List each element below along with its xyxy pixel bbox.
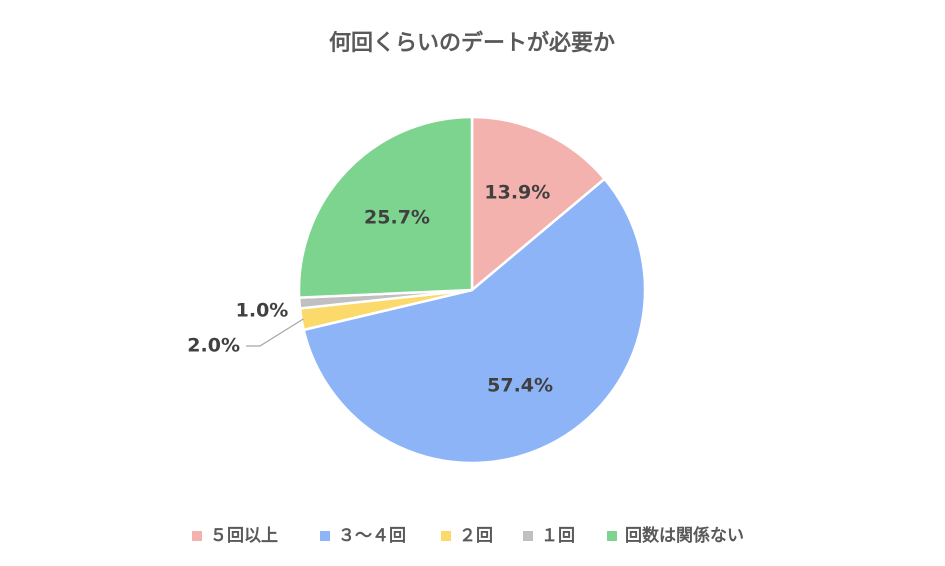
data-label-4: 1.0% bbox=[236, 300, 289, 322]
legend: ５回以上 ３～４回 ２回 １回 回数は関係ない bbox=[192, 525, 744, 546]
legend-label-3: ２回 bbox=[459, 526, 493, 546]
legend-swatch-5 bbox=[607, 531, 617, 541]
data-label-2: 57.4% bbox=[487, 374, 553, 396]
legend-label-2: ３～４回 bbox=[338, 526, 406, 546]
pie-slice-1 bbox=[470, 115, 606, 292]
pie-slice-5 bbox=[297, 115, 474, 299]
data-label-1: 13.9% bbox=[484, 181, 550, 203]
legend-swatch-2 bbox=[320, 531, 330, 541]
legend-swatch-4 bbox=[523, 531, 533, 541]
legend-label-4: １回 bbox=[541, 526, 575, 546]
data-label-5: 25.7% bbox=[364, 207, 430, 229]
pie-slices bbox=[297, 115, 647, 465]
legend-swatch-1 bbox=[192, 531, 202, 541]
legend-swatch-3 bbox=[441, 531, 451, 541]
legend-label-1: ５回以上 bbox=[210, 526, 278, 546]
pie-slice-2 bbox=[302, 177, 647, 465]
chart-title: 何回くらいのデートが必要か bbox=[329, 30, 615, 56]
legend-label-5: 回数は関係ない bbox=[625, 525, 744, 546]
leader-lines bbox=[246, 318, 304, 347]
leader-line-3 bbox=[246, 318, 304, 347]
data-label-3: 2.0% bbox=[187, 335, 240, 357]
data-labels: 13.9% 57.4% 2.0% 1.0% 25.7% bbox=[187, 181, 553, 396]
